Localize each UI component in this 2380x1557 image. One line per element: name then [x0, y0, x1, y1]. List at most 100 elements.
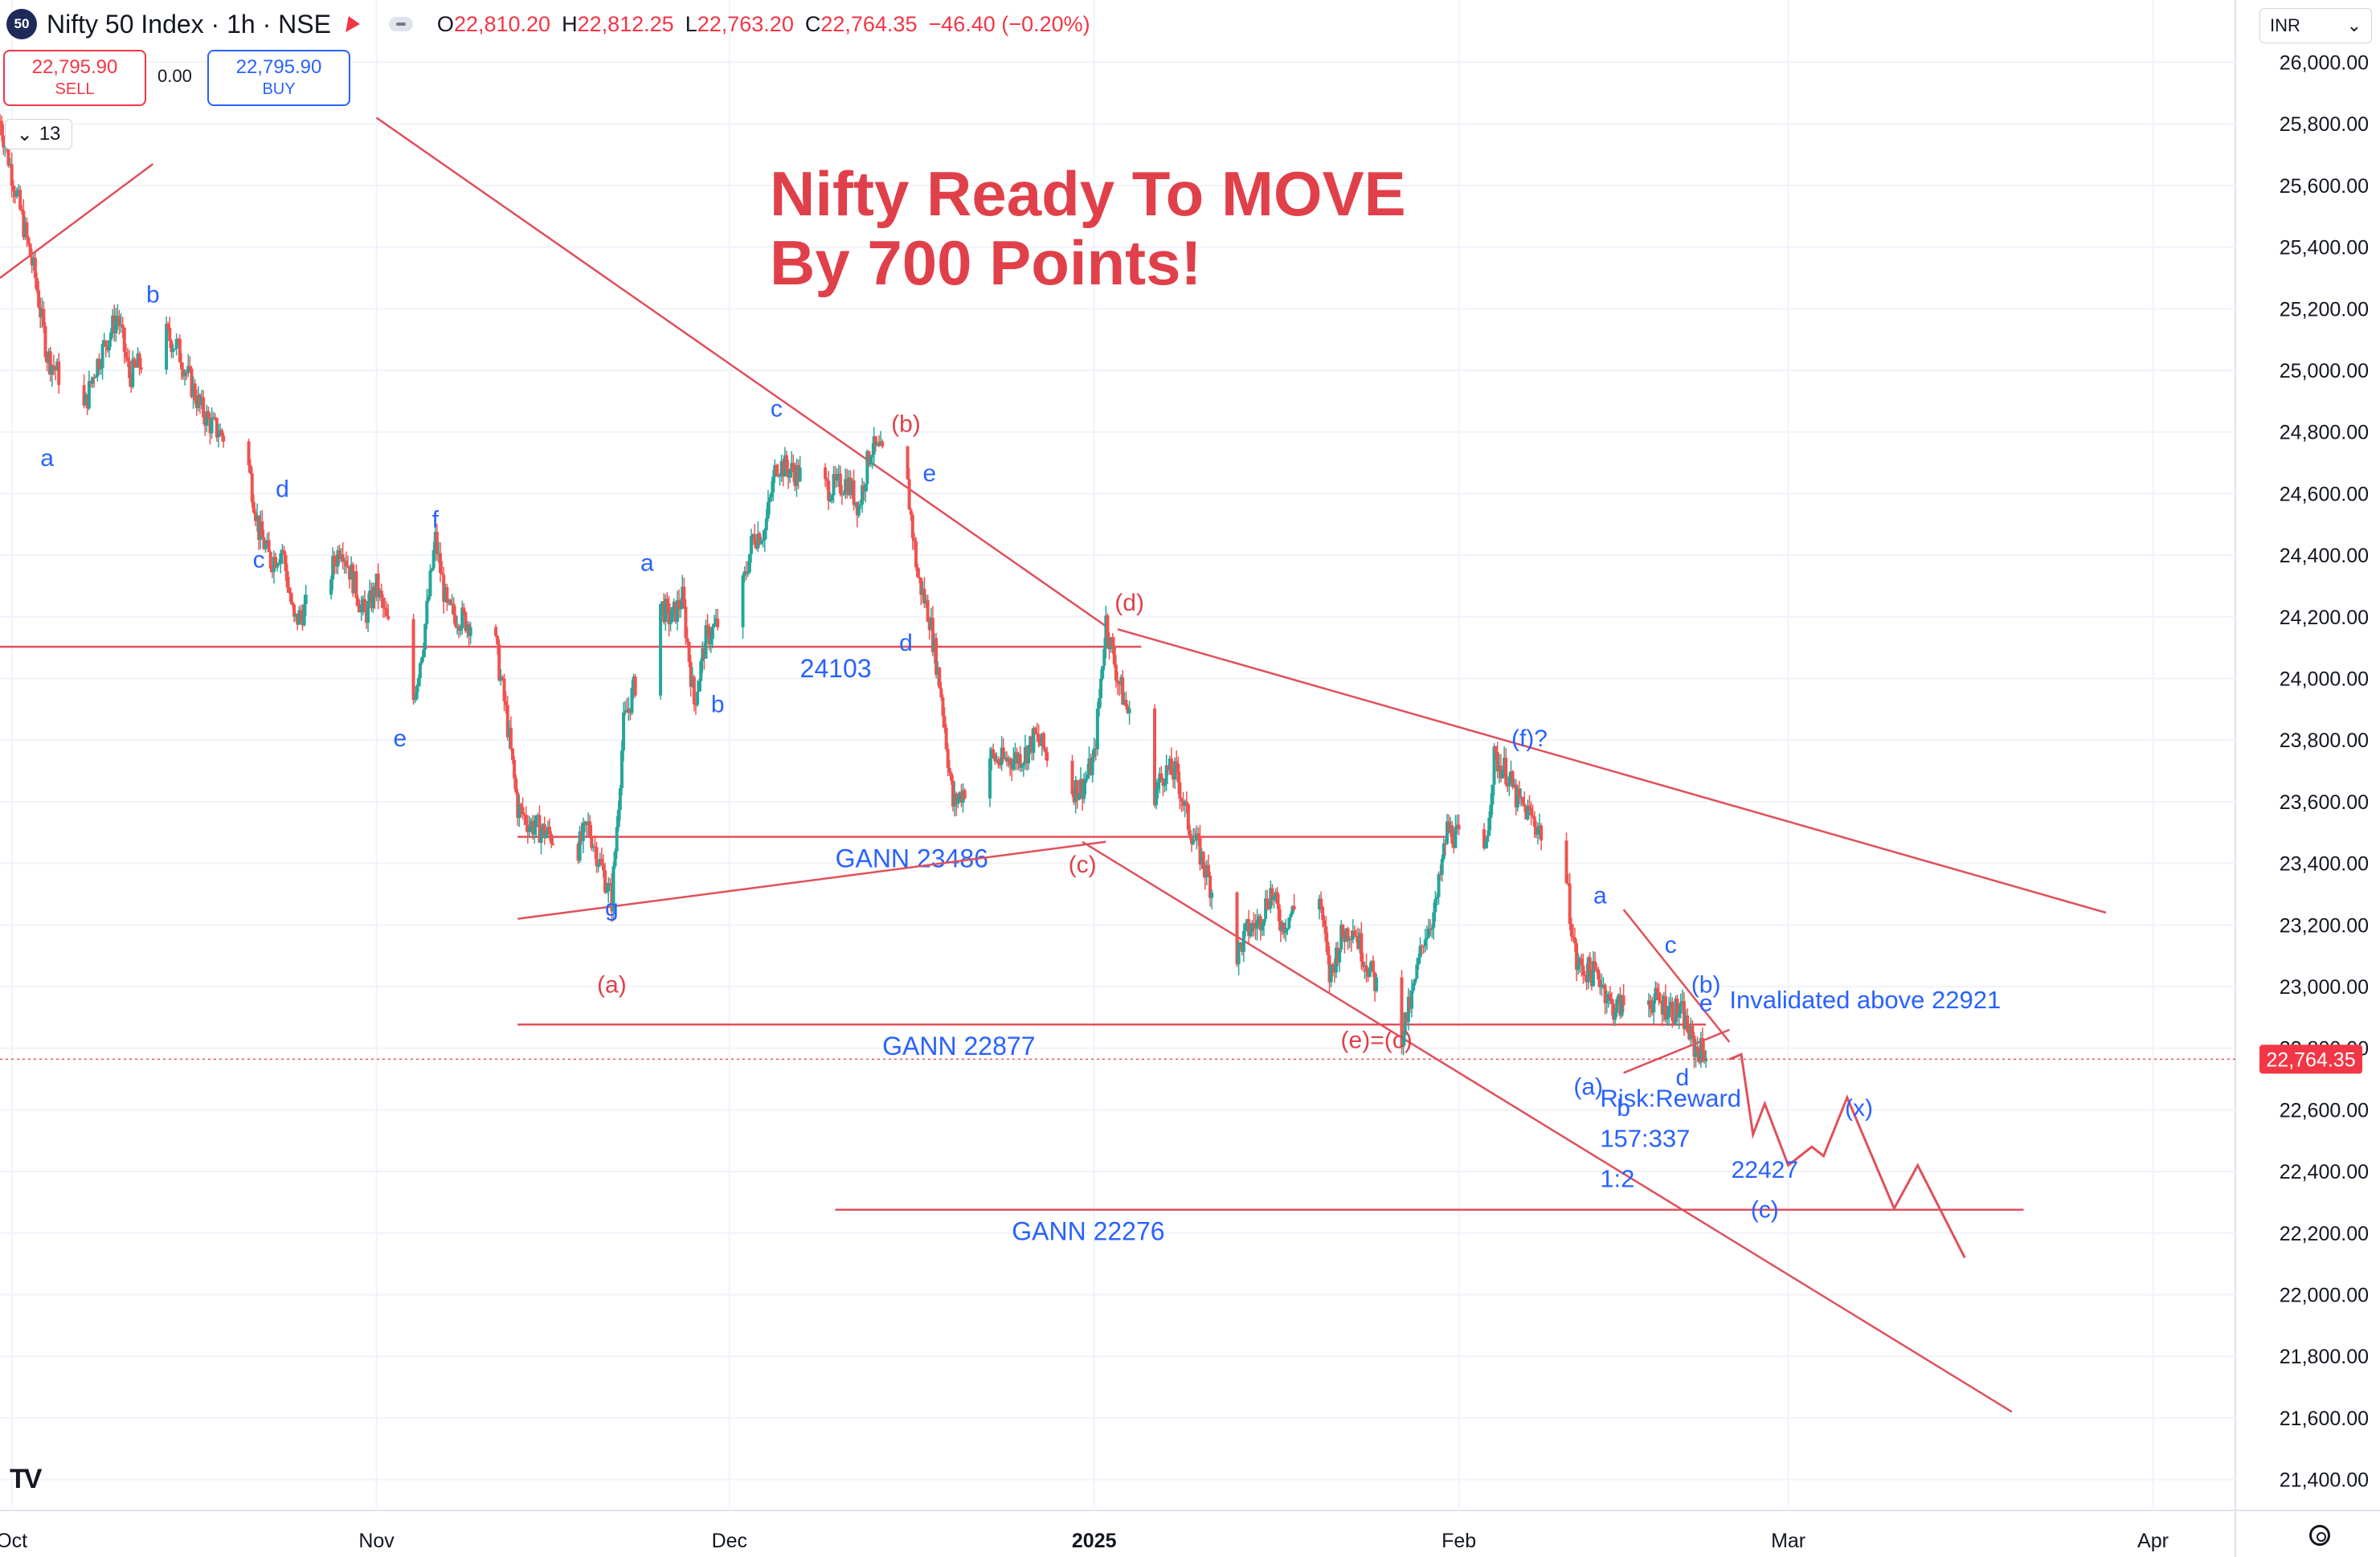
candle-body — [1016, 754, 1020, 764]
candle-body — [534, 815, 538, 828]
chart-header: 50 Nifty 50 Index · 1h · NSE O22,810.20 … — [0, 0, 1090, 48]
candle-body — [1180, 798, 1184, 801]
candle-body — [1001, 747, 1005, 758]
candle-body — [1646, 1000, 1650, 1006]
candle-body — [351, 564, 355, 594]
candle-body — [906, 446, 910, 480]
candle-body — [1257, 916, 1261, 921]
candle-body — [616, 810, 620, 828]
candle-body — [1210, 892, 1214, 898]
candle-body — [1023, 746, 1027, 763]
candle-body — [1589, 971, 1593, 987]
indicator-count: 13 — [39, 123, 61, 145]
candle-body — [1164, 765, 1168, 784]
candle-body — [290, 602, 294, 605]
candle-body — [869, 457, 873, 465]
candle-body — [1677, 1013, 1681, 1018]
candle-body — [710, 626, 714, 640]
candle-body — [855, 501, 859, 516]
candle-body — [788, 470, 792, 478]
candle-body — [171, 349, 175, 353]
candle-body — [1318, 898, 1322, 910]
candle-body — [670, 607, 674, 623]
candle-body — [1077, 794, 1081, 800]
candle-body — [551, 843, 555, 845]
candle-body — [373, 586, 377, 598]
candle-body — [1198, 836, 1202, 865]
candle-body — [1266, 898, 1270, 909]
candle-body — [439, 553, 443, 574]
candle-body — [830, 495, 834, 501]
change-readout: −46.40 (−0.20%) — [928, 11, 1090, 36]
sell-button[interactable]: 22,795.90 SELL — [3, 50, 146, 106]
candle-body — [1437, 874, 1441, 897]
candle-body — [1686, 1015, 1690, 1032]
candle-body — [1334, 947, 1338, 973]
candle-body — [452, 603, 456, 615]
level-label: GANN 23486 — [836, 844, 988, 873]
chevron-down-icon: ⌄ — [16, 123, 33, 145]
candle-body — [13, 190, 17, 197]
candle-body — [1089, 758, 1093, 775]
candle-body — [527, 826, 531, 832]
candle-body — [1007, 758, 1011, 762]
candle-body — [1238, 942, 1242, 945]
candle-body — [1012, 759, 1016, 770]
candle-body — [1507, 776, 1511, 787]
candle-body — [828, 500, 832, 502]
candle-body — [1503, 758, 1507, 770]
symbol-title[interactable]: Nifty 50 Index · 1h · NSE — [47, 9, 331, 39]
candle-body — [1028, 736, 1033, 746]
candle-body — [1655, 987, 1659, 992]
currency-select[interactable]: INR ⌄ — [2259, 8, 2372, 43]
x-tick-label: Oct — [0, 1530, 27, 1552]
candle-body — [505, 705, 509, 738]
candle-body — [1484, 841, 1488, 848]
candle-body — [496, 635, 500, 644]
candle-body — [1196, 833, 1200, 836]
candle-body — [593, 846, 597, 848]
candle-body — [1290, 905, 1294, 914]
candle-body — [1454, 827, 1458, 848]
gear-icon[interactable] — [2309, 1525, 2330, 1546]
index-logo: 50 — [6, 9, 37, 39]
market-status-icon[interactable] — [388, 17, 413, 31]
candle-body — [689, 662, 693, 687]
candle-body — [934, 638, 939, 675]
candle-body — [628, 708, 632, 713]
candle-body — [516, 792, 520, 819]
candle-body — [1652, 999, 1656, 1013]
candle-body — [1364, 965, 1368, 973]
candle-body — [111, 315, 115, 333]
candle-body — [630, 688, 634, 713]
candle-body — [356, 598, 360, 607]
candle-body — [1037, 734, 1041, 742]
candle-body — [840, 493, 844, 495]
candle-body — [124, 351, 128, 358]
buy-button[interactable]: 22,795.90 BUY — [207, 50, 350, 106]
candle-body — [256, 515, 260, 521]
candle-body — [1104, 615, 1108, 649]
candle-body — [39, 307, 43, 317]
time-axis[interactable]: Oct Nov Dec 2025 Feb Mar Apr — [0, 1530, 2169, 1552]
candle-body — [615, 827, 619, 852]
flag-icon[interactable] — [346, 16, 362, 32]
candle-body — [922, 588, 926, 604]
indicators-toggle[interactable]: ⌄ 13 — [5, 119, 72, 149]
candle-body — [667, 603, 671, 624]
candle-body — [1669, 1001, 1673, 1007]
candle-body — [122, 327, 126, 352]
candle-body — [1084, 778, 1088, 783]
candle-body — [583, 822, 587, 823]
projection-line — [1728, 1052, 1966, 1259]
candle-body — [1418, 946, 1422, 958]
candle-body — [219, 430, 223, 436]
price-axis[interactable]: 26,000.00 25,800.00 25,600.00 25,400.00 25,2… — [2259, 52, 2369, 1492]
candle-body — [546, 827, 550, 834]
candle-body — [1449, 825, 1453, 833]
candle-body — [1168, 758, 1172, 770]
wave-label: b — [146, 282, 160, 309]
tradingview-logo-icon[interactable]: TV — [10, 1464, 42, 1494]
x-tick-label: Mar — [1771, 1530, 1805, 1552]
